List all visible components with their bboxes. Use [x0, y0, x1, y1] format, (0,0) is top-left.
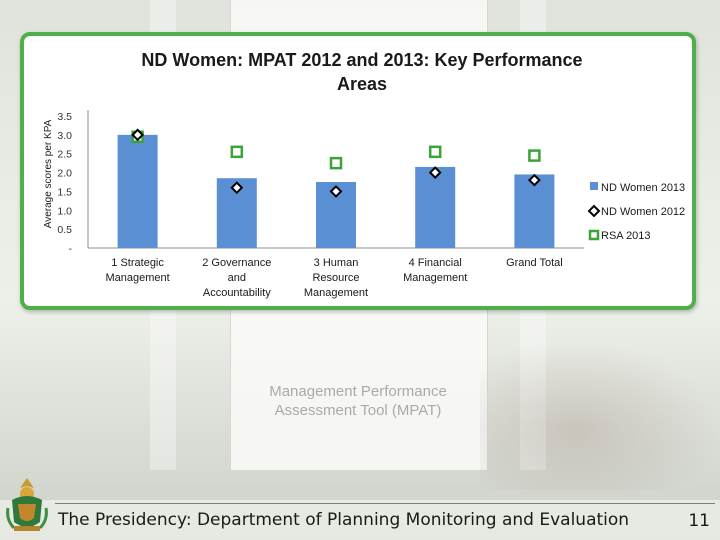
y-tick-label: - [69, 243, 73, 255]
y-tick-label: 2.5 [57, 149, 72, 161]
x-tick-label: 2 Governance [202, 257, 271, 269]
y-tick-label: 3.0 [57, 130, 72, 142]
y-tick-label: 3.5 [57, 111, 72, 123]
rsa-2013-marker [528, 149, 541, 162]
rsa-2013-marker [230, 145, 244, 159]
bar [117, 134, 158, 248]
coat-of-arms-icon [6, 478, 48, 531]
bar [415, 166, 456, 248]
chart-title: Areas [337, 74, 387, 94]
x-tick-label: Management [105, 272, 169, 284]
x-tick-label: and [228, 272, 246, 284]
x-tick-label: Grand Total [506, 257, 563, 269]
x-tick-label: 1 Strategic [111, 257, 164, 269]
background-plaque [480, 340, 720, 490]
x-tick-label: 4 Financial [409, 257, 462, 269]
legend-swatch-square [588, 229, 600, 241]
chart-frame: ND Women: MPAT 2012 and 2013: Key Perfor… [20, 32, 696, 310]
legend-swatch-diamond [587, 204, 601, 218]
chart-title: ND Women: MPAT 2012 and 2013: Key Perfor… [141, 50, 582, 70]
legend-label: ND Women 2012 [601, 206, 685, 218]
y-tick-label: 1.5 [57, 186, 72, 198]
legend-label: ND Women 2013 [601, 182, 685, 194]
nd-women-2012-marker [527, 173, 541, 187]
page-number: 11 [688, 511, 710, 531]
nd-women-2012-marker [329, 185, 343, 198]
nd-women-2012-marker [131, 128, 145, 142]
legend-swatch-bar [590, 182, 598, 190]
x-tick-label: Management [304, 287, 368, 299]
rsa-2013-marker [329, 156, 343, 170]
footer-divider [55, 503, 715, 504]
nd-women-2012-marker [230, 181, 244, 195]
y-tick-label: 2.0 [57, 168, 72, 180]
x-tick-label: Accountability [203, 287, 271, 299]
y-axis-label: Average scores per KPA [43, 119, 54, 228]
chart: ND Women: MPAT 2012 and 2013: Key Perfor… [43, 50, 685, 299]
bar [514, 174, 555, 248]
background-caption: Management Performance Assessment Tool (… [269, 383, 447, 419]
x-tick-label: Management [403, 272, 467, 284]
rsa-2013-marker [428, 145, 442, 159]
legend-label: RSA 2013 [601, 230, 651, 242]
x-tick-label: Resource [312, 272, 359, 284]
nd-women-2012-marker [428, 166, 442, 179]
y-tick-label: 1.0 [57, 205, 72, 217]
footer-text: The Presidency: Department of Planning M… [58, 510, 630, 530]
y-tick-label: 0.5 [57, 224, 72, 236]
x-tick-label: 3 Human [314, 257, 359, 269]
